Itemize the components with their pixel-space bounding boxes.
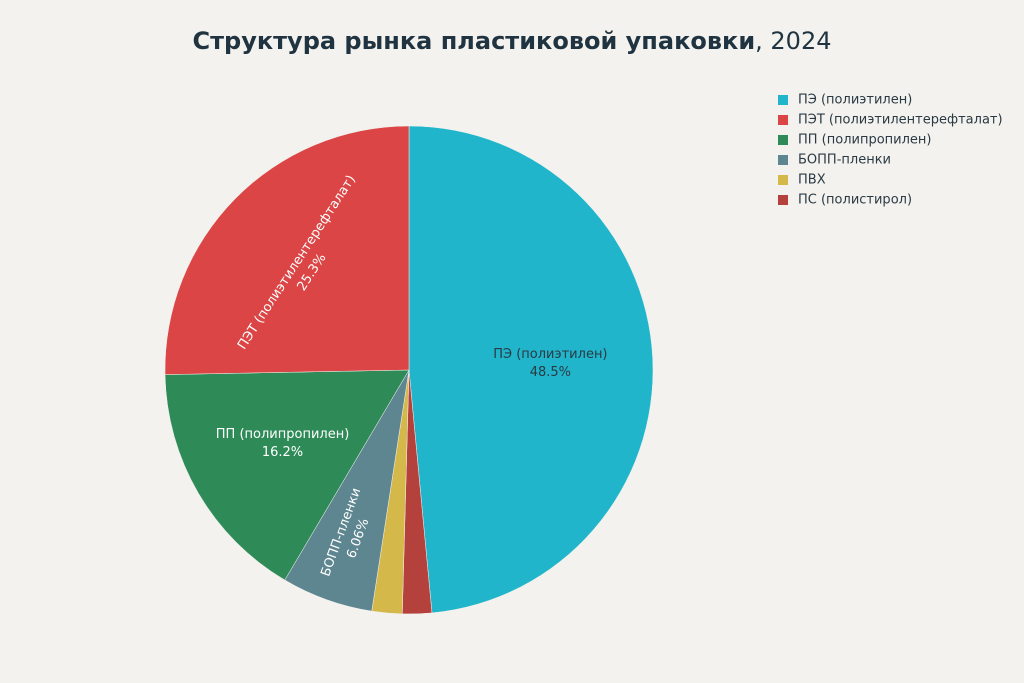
slice-label: ПП (полипропилен) 16.2%: [216, 427, 350, 460]
legend-label: ПС (полистирол): [798, 193, 912, 208]
legend-label: ПВХ: [798, 173, 826, 188]
legend-swatch: [778, 175, 788, 185]
slice-label-name: ПП (полипропилен): [216, 427, 350, 442]
title-year: , 2024: [755, 27, 831, 55]
slice-label-value: 48.5%: [530, 365, 571, 380]
pie-slice: [164, 125, 410, 375]
legend-label: БОПП-пленки: [798, 153, 891, 168]
legend-label: ПЭТ (полиэтилентерефталат): [798, 113, 1003, 128]
legend-label: ПП (полипропилен): [798, 133, 932, 148]
pie-slice: [408, 125, 654, 614]
legend-swatch: [778, 195, 788, 205]
legend-swatch: [778, 115, 788, 125]
legend-swatch: [778, 135, 788, 145]
slice-label: ПЭ (полиэтилен) 48.5%: [493, 347, 607, 380]
legend-label: ПЭ (полиэтилен): [798, 93, 912, 108]
chart-title: Структура рынка пластиковой упаковки, 20…: [193, 27, 832, 55]
slice-label-value: 16.2%: [262, 445, 303, 460]
title-main: Структура рынка пластиковой упаковки: [193, 27, 756, 55]
pie-slice: [164, 369, 410, 581]
legend-swatch: [778, 95, 788, 105]
slice-label-name: ПЭ (полиэтилен): [493, 347, 607, 362]
legend-swatch: [778, 155, 788, 165]
